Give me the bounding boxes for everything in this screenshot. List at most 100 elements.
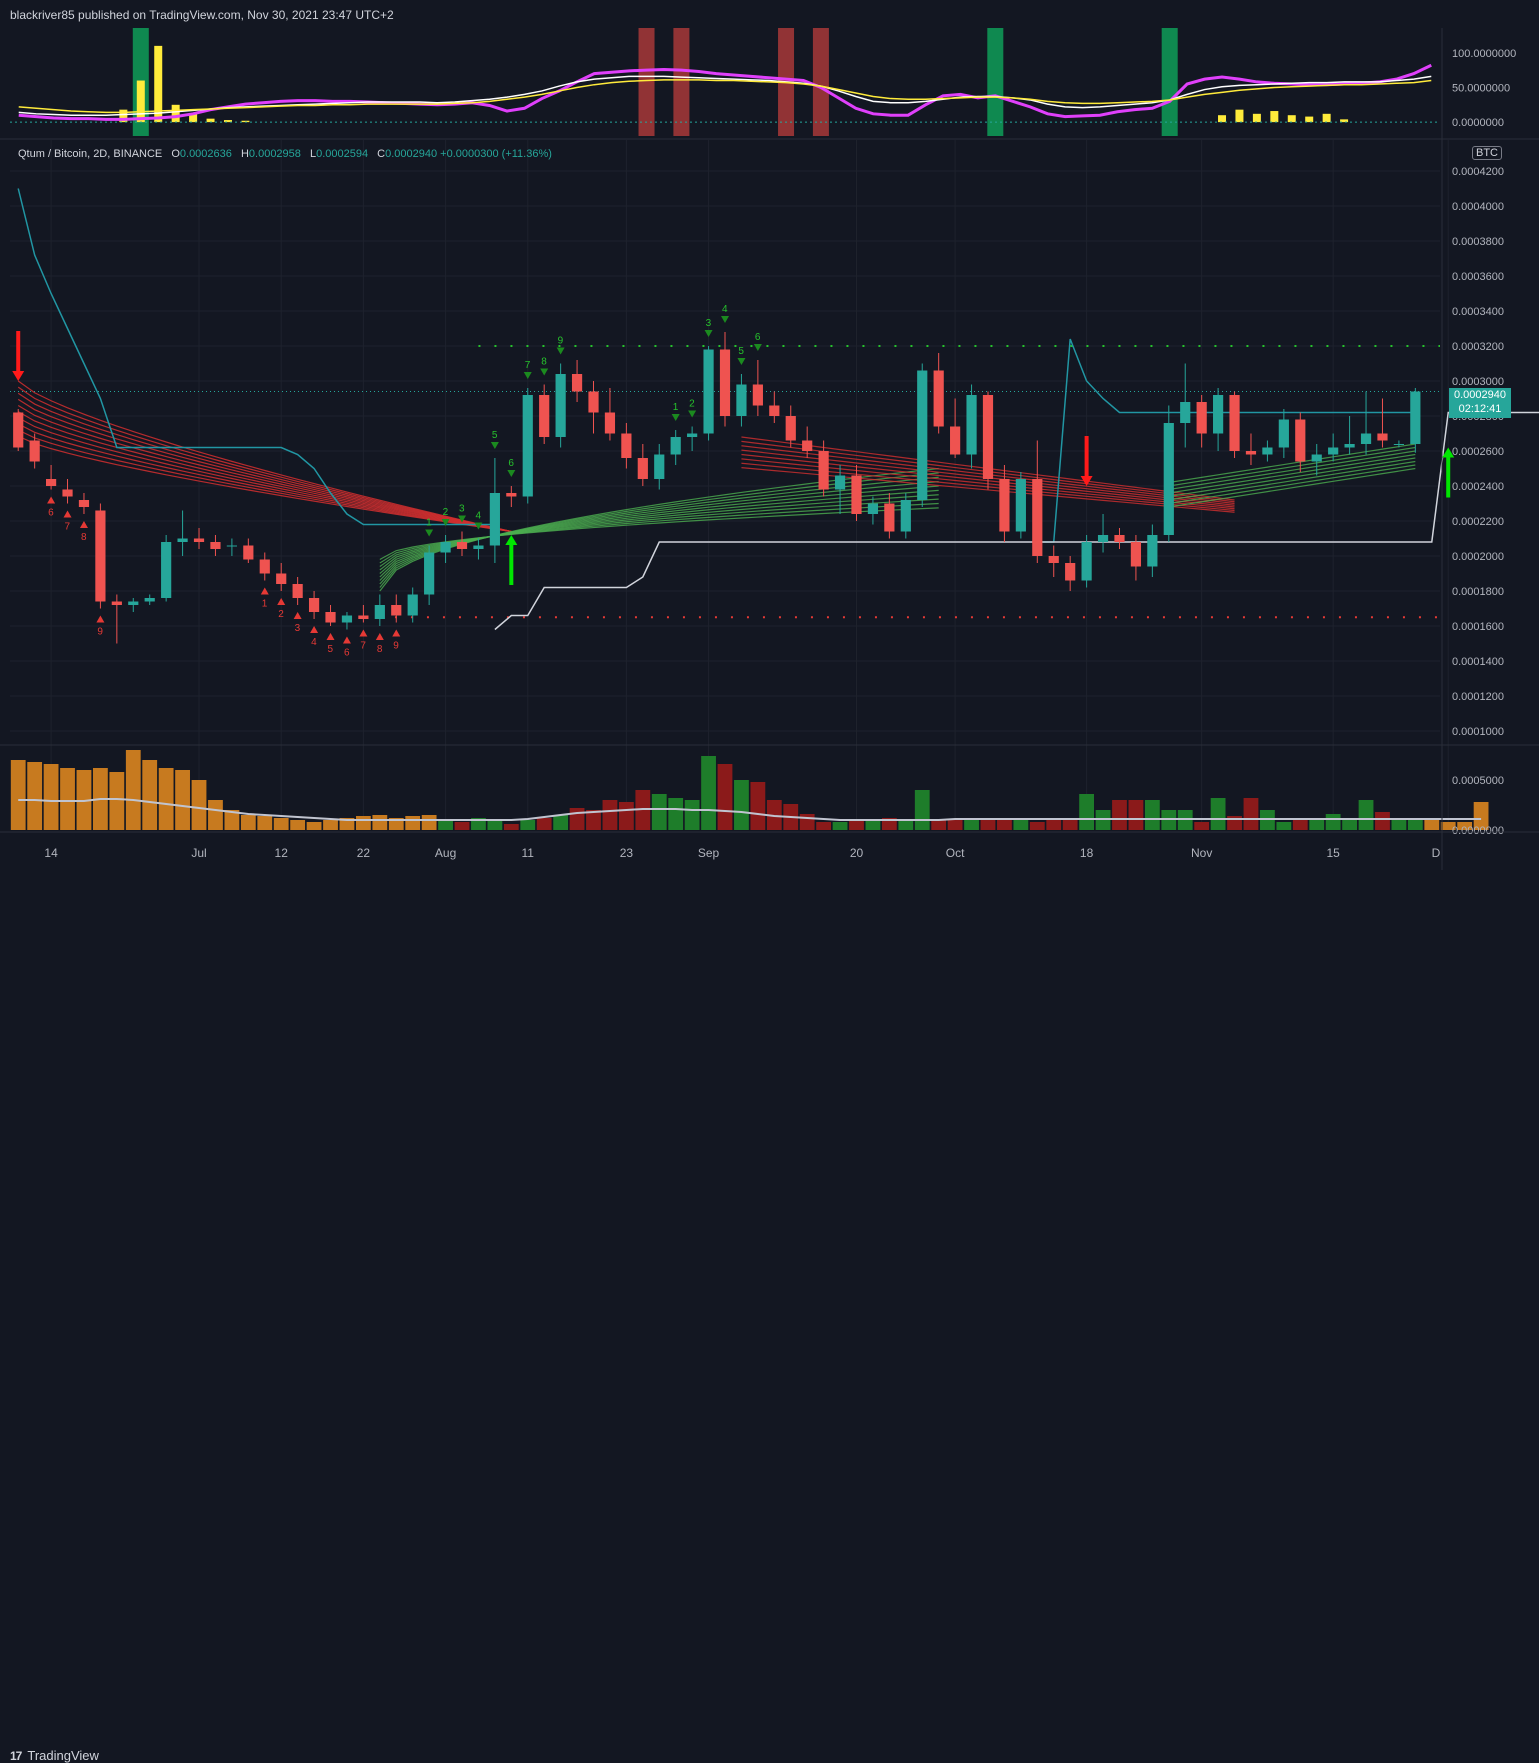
price-y-tick-label: 0.0001400 <box>1452 656 1504 668</box>
publisher-text: blackriver85 published on TradingView.co… <box>10 8 394 22</box>
volume-bar <box>1013 820 1029 830</box>
red-ribbon-ema <box>17 404 512 533</box>
sequential-count-up: 3 <box>459 504 465 515</box>
volume-bar <box>1128 800 1144 830</box>
brand-name: TradingView <box>27 1748 99 1763</box>
legend-high-value: 0.0002958 <box>248 148 301 160</box>
price-y-tick-label: 0.0001000 <box>1452 726 1504 738</box>
volume-y-tick-label: 0.0000000 <box>1452 825 1504 837</box>
sequential-down-arrow <box>63 510 72 518</box>
green-ribbon-ema <box>1168 446 1416 487</box>
green-ribbon-ema <box>1168 457 1416 498</box>
time-x-tick-label: 15 <box>1326 846 1340 860</box>
candle-body <box>867 503 879 514</box>
tradingview-logo[interactable]: 17 TradingView <box>10 1748 99 1763</box>
time-x-tick-label: Oct <box>946 846 965 860</box>
buy-signal-arrow <box>1442 447 1455 498</box>
sequential-up-arrow <box>753 344 762 351</box>
legend-low-value: 0.0002594 <box>316 148 369 160</box>
volume-bar <box>175 770 190 830</box>
candle-body <box>1130 542 1142 567</box>
sequential-down-arrow <box>260 587 269 595</box>
volume-bar <box>520 820 536 830</box>
time-x-tick-label: 18 <box>1080 846 1094 860</box>
candle-body <box>62 489 73 497</box>
volume-bar <box>618 802 634 830</box>
oscillator-green-zone <box>987 28 1004 136</box>
candle-body <box>1344 444 1355 448</box>
price-y-tick-label: 0.0002400 <box>1452 481 1504 493</box>
oscillator-y-tick-label: 50.0000000 <box>1452 82 1510 94</box>
volume-bar <box>602 800 618 830</box>
volume-bar <box>60 768 75 830</box>
candle-body <box>1048 556 1059 563</box>
volume-bar <box>1292 820 1308 830</box>
sequential-up-arrow <box>556 347 565 355</box>
candle-body <box>144 598 155 602</box>
green-ribbon-ema <box>1168 464 1416 505</box>
candle-body <box>1163 423 1174 535</box>
sequential-up-arrow <box>425 529 434 537</box>
time-x-tick-label: 22 <box>357 846 371 860</box>
sequential-count-down: 2 <box>278 609 284 620</box>
time-x-tick-label: 12 <box>275 846 289 860</box>
candle-body <box>1196 402 1207 434</box>
candle-body <box>933 370 944 427</box>
teal-trend-line <box>1037 338 1416 543</box>
volume-bar <box>1144 800 1160 830</box>
candle-body <box>703 349 714 434</box>
candle-body <box>1213 395 1224 434</box>
candle-body <box>1328 447 1339 455</box>
sequential-up-arrow <box>688 410 697 418</box>
red-ribbon-ema <box>17 411 512 533</box>
sequential-up-arrow <box>458 515 467 523</box>
candle-body <box>128 601 139 605</box>
time-x-tick-label: 14 <box>44 846 58 860</box>
volume-bar <box>1243 798 1259 830</box>
sequential-count-up: 6 <box>755 332 761 343</box>
sequential-down-arrow <box>47 496 56 504</box>
volume-bar <box>290 820 306 830</box>
sequential-count-up: 1 <box>426 518 432 529</box>
sequential-count-up: 9 <box>558 336 564 347</box>
candle-body <box>950 426 961 455</box>
volume-bar <box>1309 818 1325 830</box>
sequential-down-arrow <box>375 633 384 640</box>
volume-y-tick-label: 0.0005000 <box>1452 775 1504 787</box>
candle-body <box>111 601 122 605</box>
sequential-count-down: 3 <box>295 623 301 634</box>
volume-bar <box>1473 802 1489 830</box>
price-y-tick-label: 0.0003000 <box>1452 376 1504 388</box>
header-bar: blackriver85 published on TradingView.co… <box>0 0 1539 28</box>
candle-body <box>802 440 813 451</box>
volume-bar <box>27 762 43 830</box>
volume-bar <box>421 815 437 830</box>
volume-bar <box>701 756 716 830</box>
price-y-tick-label: 0.0004000 <box>1452 201 1504 213</box>
price-y-tick-label: 0.0004200 <box>1452 166 1504 178</box>
time-x-tick-label: D <box>1432 846 1441 860</box>
sequential-count-down: 9 <box>393 641 399 652</box>
red-ribbon-ema <box>17 417 512 533</box>
currency-badge[interactable]: BTC <box>1472 146 1502 160</box>
volume-bar <box>849 820 864 830</box>
green-ribbon-ema <box>1168 450 1416 491</box>
sequential-count-down: 1 <box>262 599 268 610</box>
red-ribbon-ema <box>17 386 512 533</box>
volume-bar <box>257 816 273 830</box>
candle-body <box>177 538 188 542</box>
candle-body <box>1262 447 1273 455</box>
price-y-tick-label: 0.0002000 <box>1452 551 1504 563</box>
candle-body <box>1081 542 1092 581</box>
volume-bar <box>1407 820 1423 830</box>
oscillator-histogram-bar <box>1305 116 1314 123</box>
candle-body <box>999 479 1010 532</box>
candle-body <box>1229 395 1240 451</box>
sequential-count-up: 5 <box>492 430 498 441</box>
oscillator-green-zone <box>1161 28 1178 136</box>
legend-open-value: 0.0002636 <box>179 148 232 160</box>
candle-body <box>571 374 583 392</box>
volume-bar <box>1046 820 1062 830</box>
candle-body <box>555 374 566 437</box>
